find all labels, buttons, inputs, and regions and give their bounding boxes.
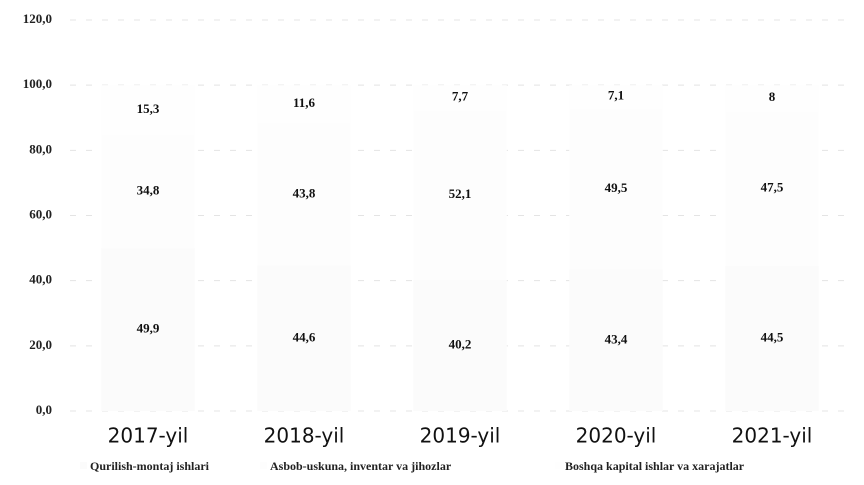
bar-segment: [569, 269, 663, 411]
bar-segment: [101, 248, 195, 411]
bar-segment: [725, 111, 819, 267]
y-tick-label: 100,0: [23, 76, 52, 91]
data-label: 8: [769, 89, 776, 104]
x-tick-label: 2019-yil: [420, 424, 501, 448]
y-tick-label: 0,0: [36, 402, 52, 417]
bar-segment: [413, 85, 507, 111]
legend-label: Boshqa kapital ishlar va xarajatlar: [565, 459, 745, 473]
data-label: 44,5: [761, 329, 784, 344]
legend-swatch: [80, 462, 87, 469]
data-label: 49,5: [605, 180, 628, 195]
y-tick-label: 60,0: [29, 206, 52, 221]
data-label: 43,4: [605, 331, 628, 346]
bar-segment: [725, 85, 819, 112]
data-label: 7,7: [452, 89, 469, 104]
data-label: 44,6: [293, 329, 316, 344]
legend-label: Qurilish-montaj ishlari: [90, 459, 210, 473]
x-tick-label: 2018-yil: [264, 424, 345, 448]
x-tick-label: 2017-yil: [108, 424, 189, 448]
bar-segment: [725, 266, 819, 411]
legend-swatch: [555, 462, 562, 469]
data-label: 40,2: [449, 336, 472, 351]
y-tick-label: 40,0: [29, 272, 52, 287]
bar-segment: [101, 135, 195, 249]
data-label: 34,8: [137, 183, 160, 198]
y-tick-label: 80,0: [29, 141, 52, 156]
data-label: 52,1: [449, 186, 472, 201]
data-label: 49,9: [137, 321, 160, 336]
legend-swatch: [260, 462, 267, 469]
bar-segment: [101, 85, 195, 136]
y-tick-label: 120,0: [23, 11, 52, 26]
legend-label: Asbob-uskuna, inventar va jihozlar: [270, 459, 452, 473]
bar-segment: [257, 85, 351, 123]
bar-segment: [257, 122, 351, 266]
bar-segment: [413, 280, 507, 411]
bar-segment: [569, 85, 663, 109]
data-label: 15,3: [137, 101, 160, 116]
data-label: 7,1: [608, 88, 624, 103]
x-tick-label: 2021-yil: [732, 424, 813, 448]
x-tick-label: 2020-yil: [576, 424, 657, 448]
data-label: 11,6: [293, 95, 316, 110]
bar-segment: [413, 110, 507, 281]
data-label: 47,5: [761, 180, 784, 195]
bar-segment: [569, 108, 663, 270]
data-label: 43,8: [293, 185, 316, 200]
bar-segment: [257, 265, 351, 411]
y-tick-label: 20,0: [29, 337, 52, 352]
